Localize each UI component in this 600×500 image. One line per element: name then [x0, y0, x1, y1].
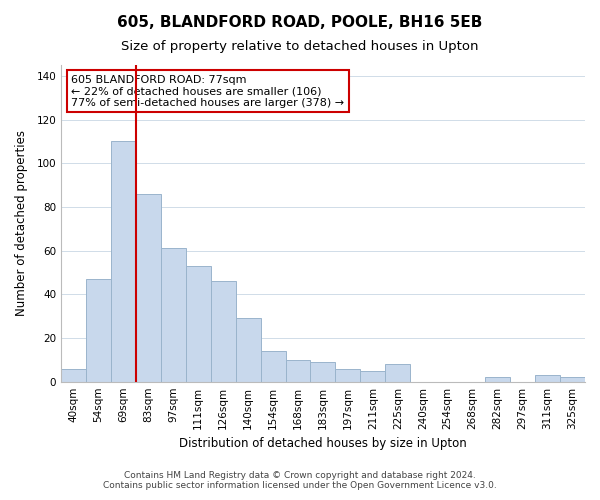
Bar	[111, 142, 136, 382]
Bar	[361, 371, 385, 382]
Bar	[560, 378, 585, 382]
Bar	[236, 318, 260, 382]
Bar	[485, 378, 510, 382]
Text: 605 BLANDFORD ROAD: 77sqm
← 22% of detached houses are smaller (106)
77% of semi: 605 BLANDFORD ROAD: 77sqm ← 22% of detac…	[71, 74, 344, 108]
Text: Contains HM Land Registry data © Crown copyright and database right 2024.
Contai: Contains HM Land Registry data © Crown c…	[103, 470, 497, 490]
Bar	[385, 364, 410, 382]
Bar	[86, 279, 111, 382]
Bar	[286, 360, 310, 382]
Bar	[136, 194, 161, 382]
Bar	[211, 281, 236, 382]
X-axis label: Distribution of detached houses by size in Upton: Distribution of detached houses by size …	[179, 437, 467, 450]
Bar	[535, 375, 560, 382]
Bar	[161, 248, 186, 382]
Bar	[61, 368, 86, 382]
Text: 605, BLANDFORD ROAD, POOLE, BH16 5EB: 605, BLANDFORD ROAD, POOLE, BH16 5EB	[118, 15, 482, 30]
Text: Size of property relative to detached houses in Upton: Size of property relative to detached ho…	[121, 40, 479, 53]
Bar	[335, 368, 361, 382]
Bar	[186, 266, 211, 382]
Bar	[310, 362, 335, 382]
Bar	[260, 351, 286, 382]
Y-axis label: Number of detached properties: Number of detached properties	[15, 130, 28, 316]
